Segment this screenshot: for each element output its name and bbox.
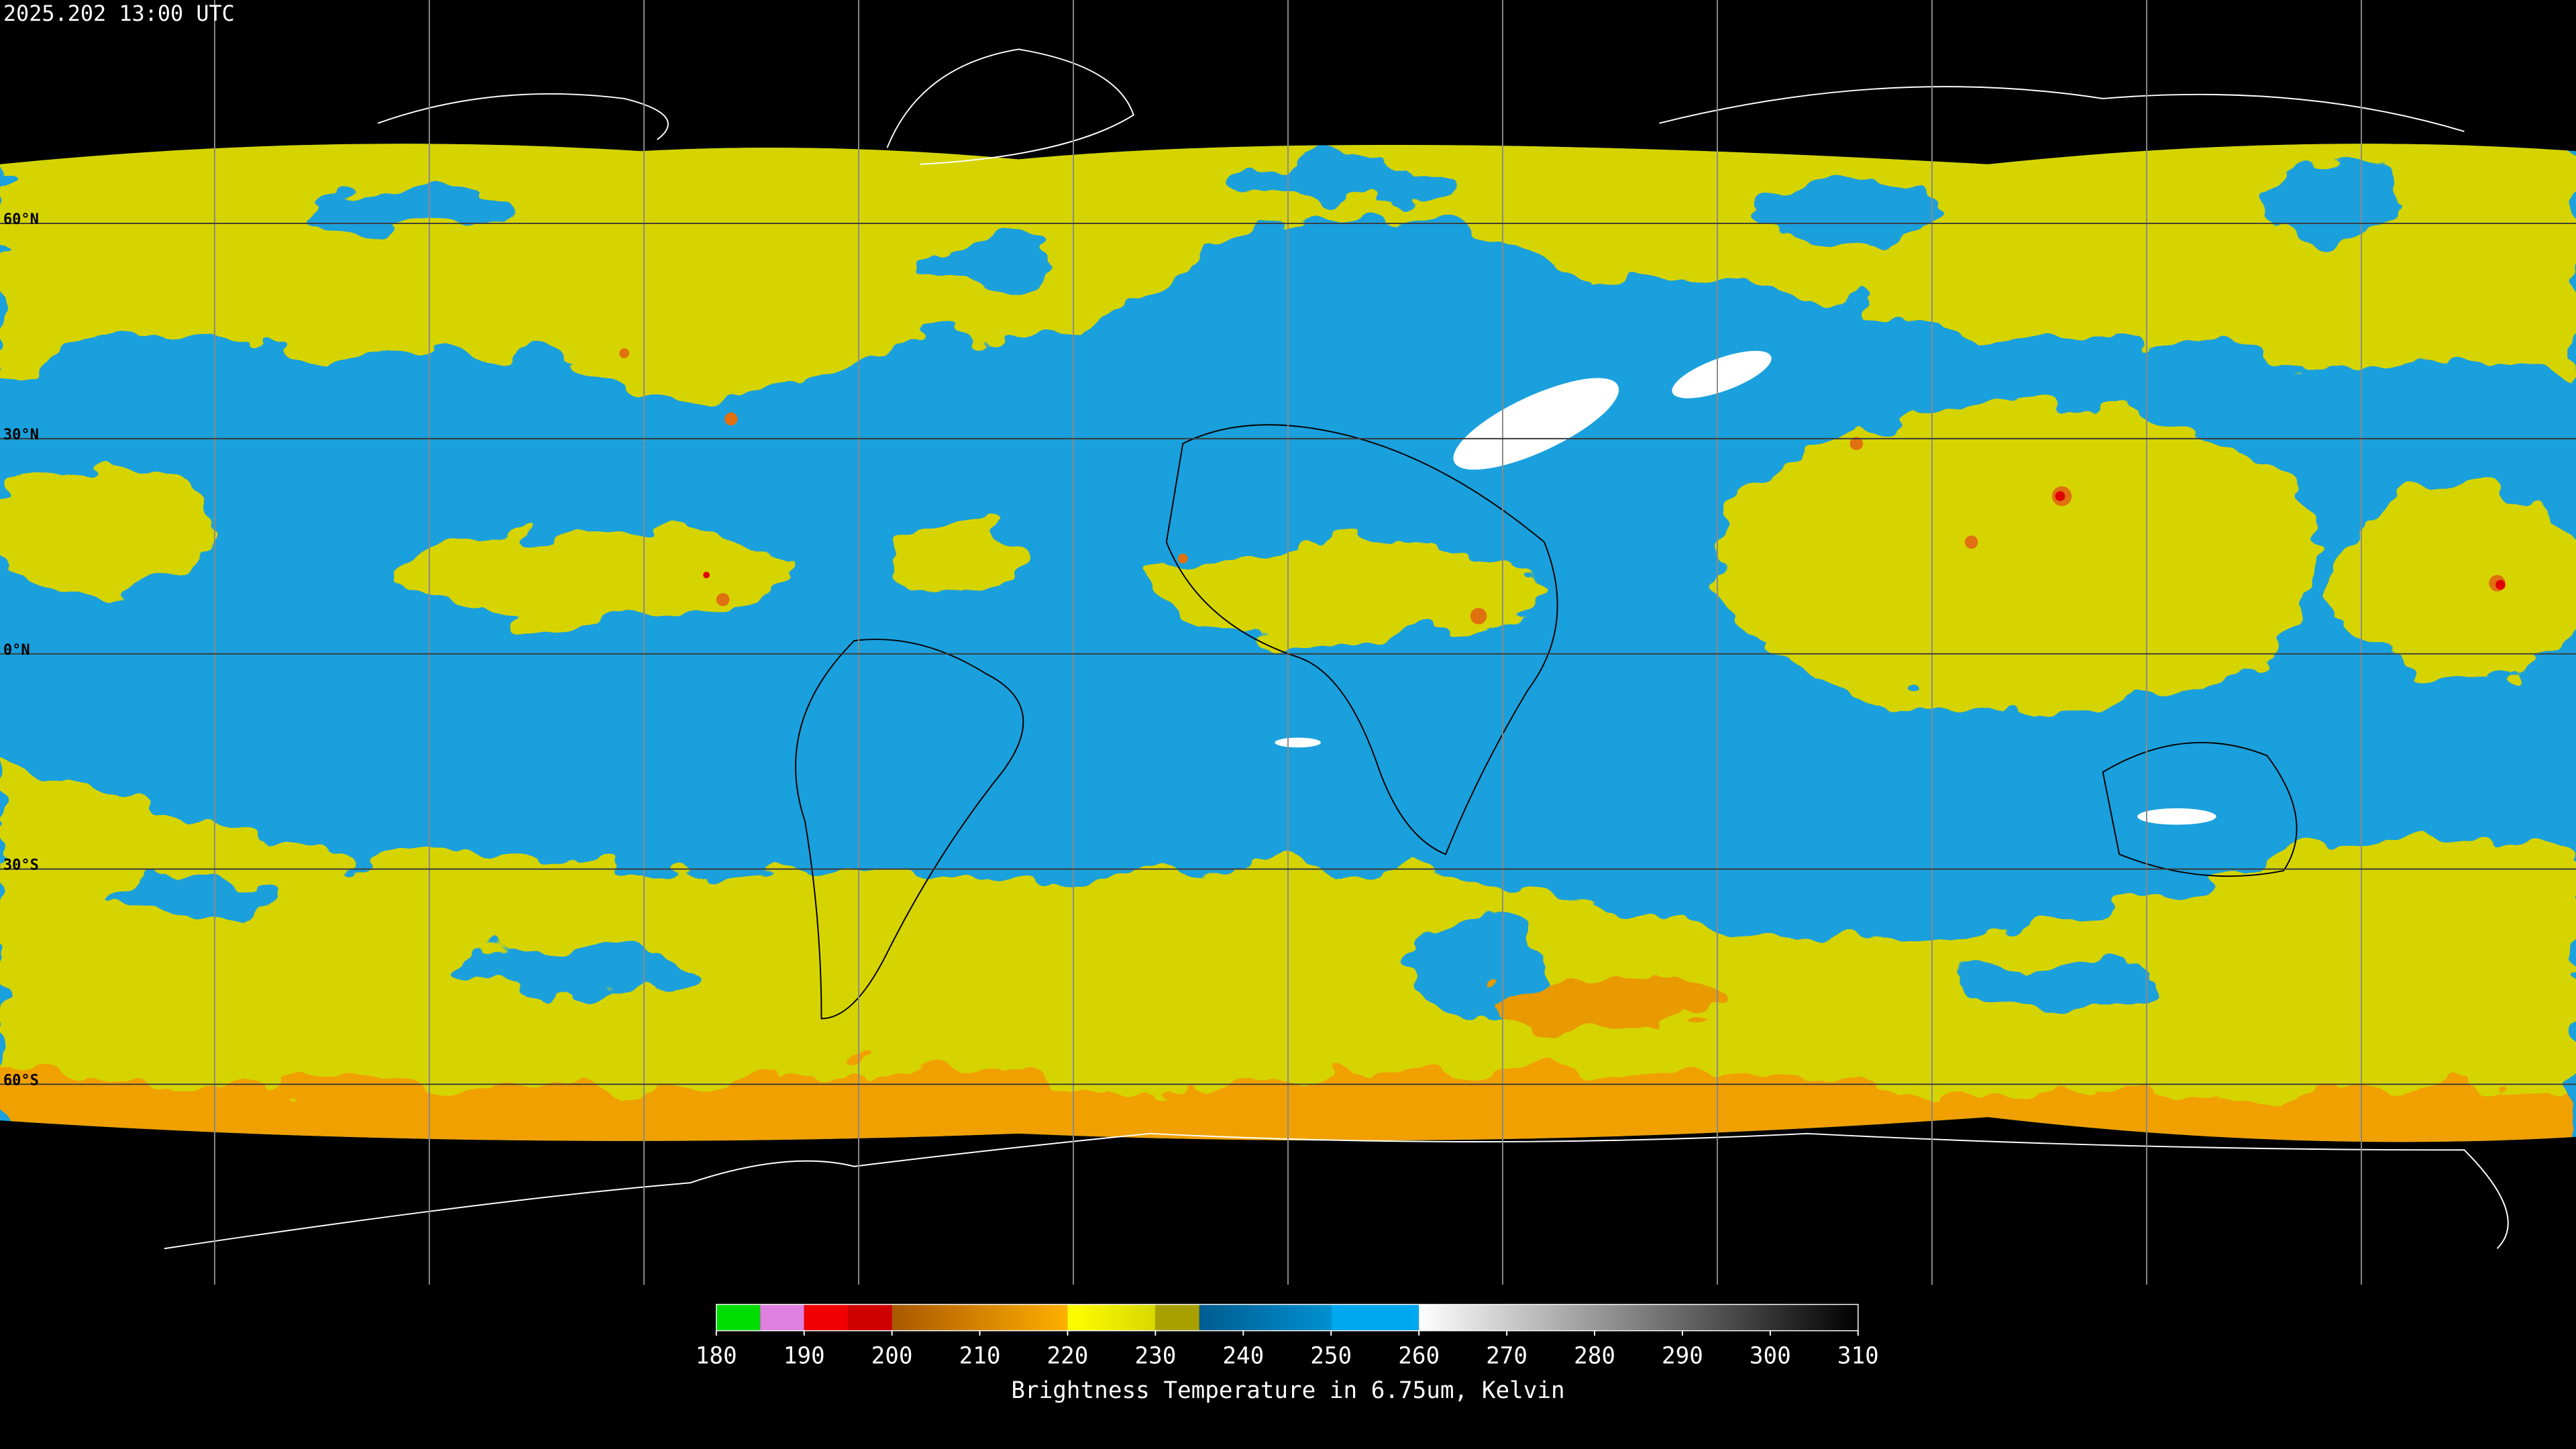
colorbar-segment bbox=[1067, 1304, 1156, 1331]
colorbar-tick-label: 210 bbox=[959, 1342, 1001, 1369]
colorbar: 180 190 200 210 220 230 240 250 260 270 280 290 300 3… bbox=[696, 1303, 1879, 1369]
colorbar-segment bbox=[1155, 1304, 1199, 1331]
colorbar-tick-label: 270 bbox=[1486, 1342, 1527, 1369]
colorbar-tick-label: 300 bbox=[1750, 1342, 1791, 1369]
colorbar-frame bbox=[716, 1303, 1859, 1332]
colorbar-segment bbox=[1419, 1304, 1858, 1331]
latitude-label: 60°S bbox=[3, 1072, 39, 1089]
latitude-label: 30°N bbox=[3, 427, 39, 443]
colorbar-tick-label: 240 bbox=[1222, 1342, 1264, 1369]
colorbar-segment bbox=[1199, 1304, 1332, 1331]
timestamp: 2025.202 13:00 UTC bbox=[3, 1, 235, 26]
colorbar-segment bbox=[1331, 1304, 1419, 1331]
colorbar-tick-label: 230 bbox=[1134, 1342, 1176, 1369]
colorbar-segment bbox=[716, 1304, 761, 1331]
colorbar-tick-label: 180 bbox=[696, 1342, 737, 1369]
colorbar-segment bbox=[804, 1304, 849, 1331]
colorbar-tick-label: 200 bbox=[871, 1342, 913, 1369]
colorbar-tick-label: 250 bbox=[1310, 1342, 1352, 1369]
colorbar-segment bbox=[760, 1304, 804, 1331]
latitude-label: 60°N bbox=[3, 211, 39, 228]
colorbar-label: Brightness Temperature in 6.75um, Kelvin bbox=[1011, 1377, 1564, 1404]
polar-coastlines bbox=[164, 48, 2509, 1250]
colorbar-tick-label: 220 bbox=[1047, 1342, 1089, 1369]
colorbar-segment bbox=[892, 1304, 1068, 1331]
latitude-label: 30°S bbox=[3, 857, 39, 874]
colorbar-segment bbox=[848, 1304, 892, 1331]
colorbar-tick-label: 280 bbox=[1574, 1342, 1615, 1369]
colorbar-tick-label: 290 bbox=[1662, 1342, 1703, 1369]
graticule: 60°N 30°N 0°N 30°S 60°S bbox=[0, 0, 2576, 1285]
colorbar-tick-label: 260 bbox=[1398, 1342, 1440, 1369]
latitude-label: 0°N bbox=[3, 642, 30, 659]
colorbar-tick-label: 190 bbox=[784, 1342, 825, 1369]
coastlines bbox=[795, 424, 2298, 1020]
colorbar-tick-label: 310 bbox=[1837, 1342, 1879, 1369]
